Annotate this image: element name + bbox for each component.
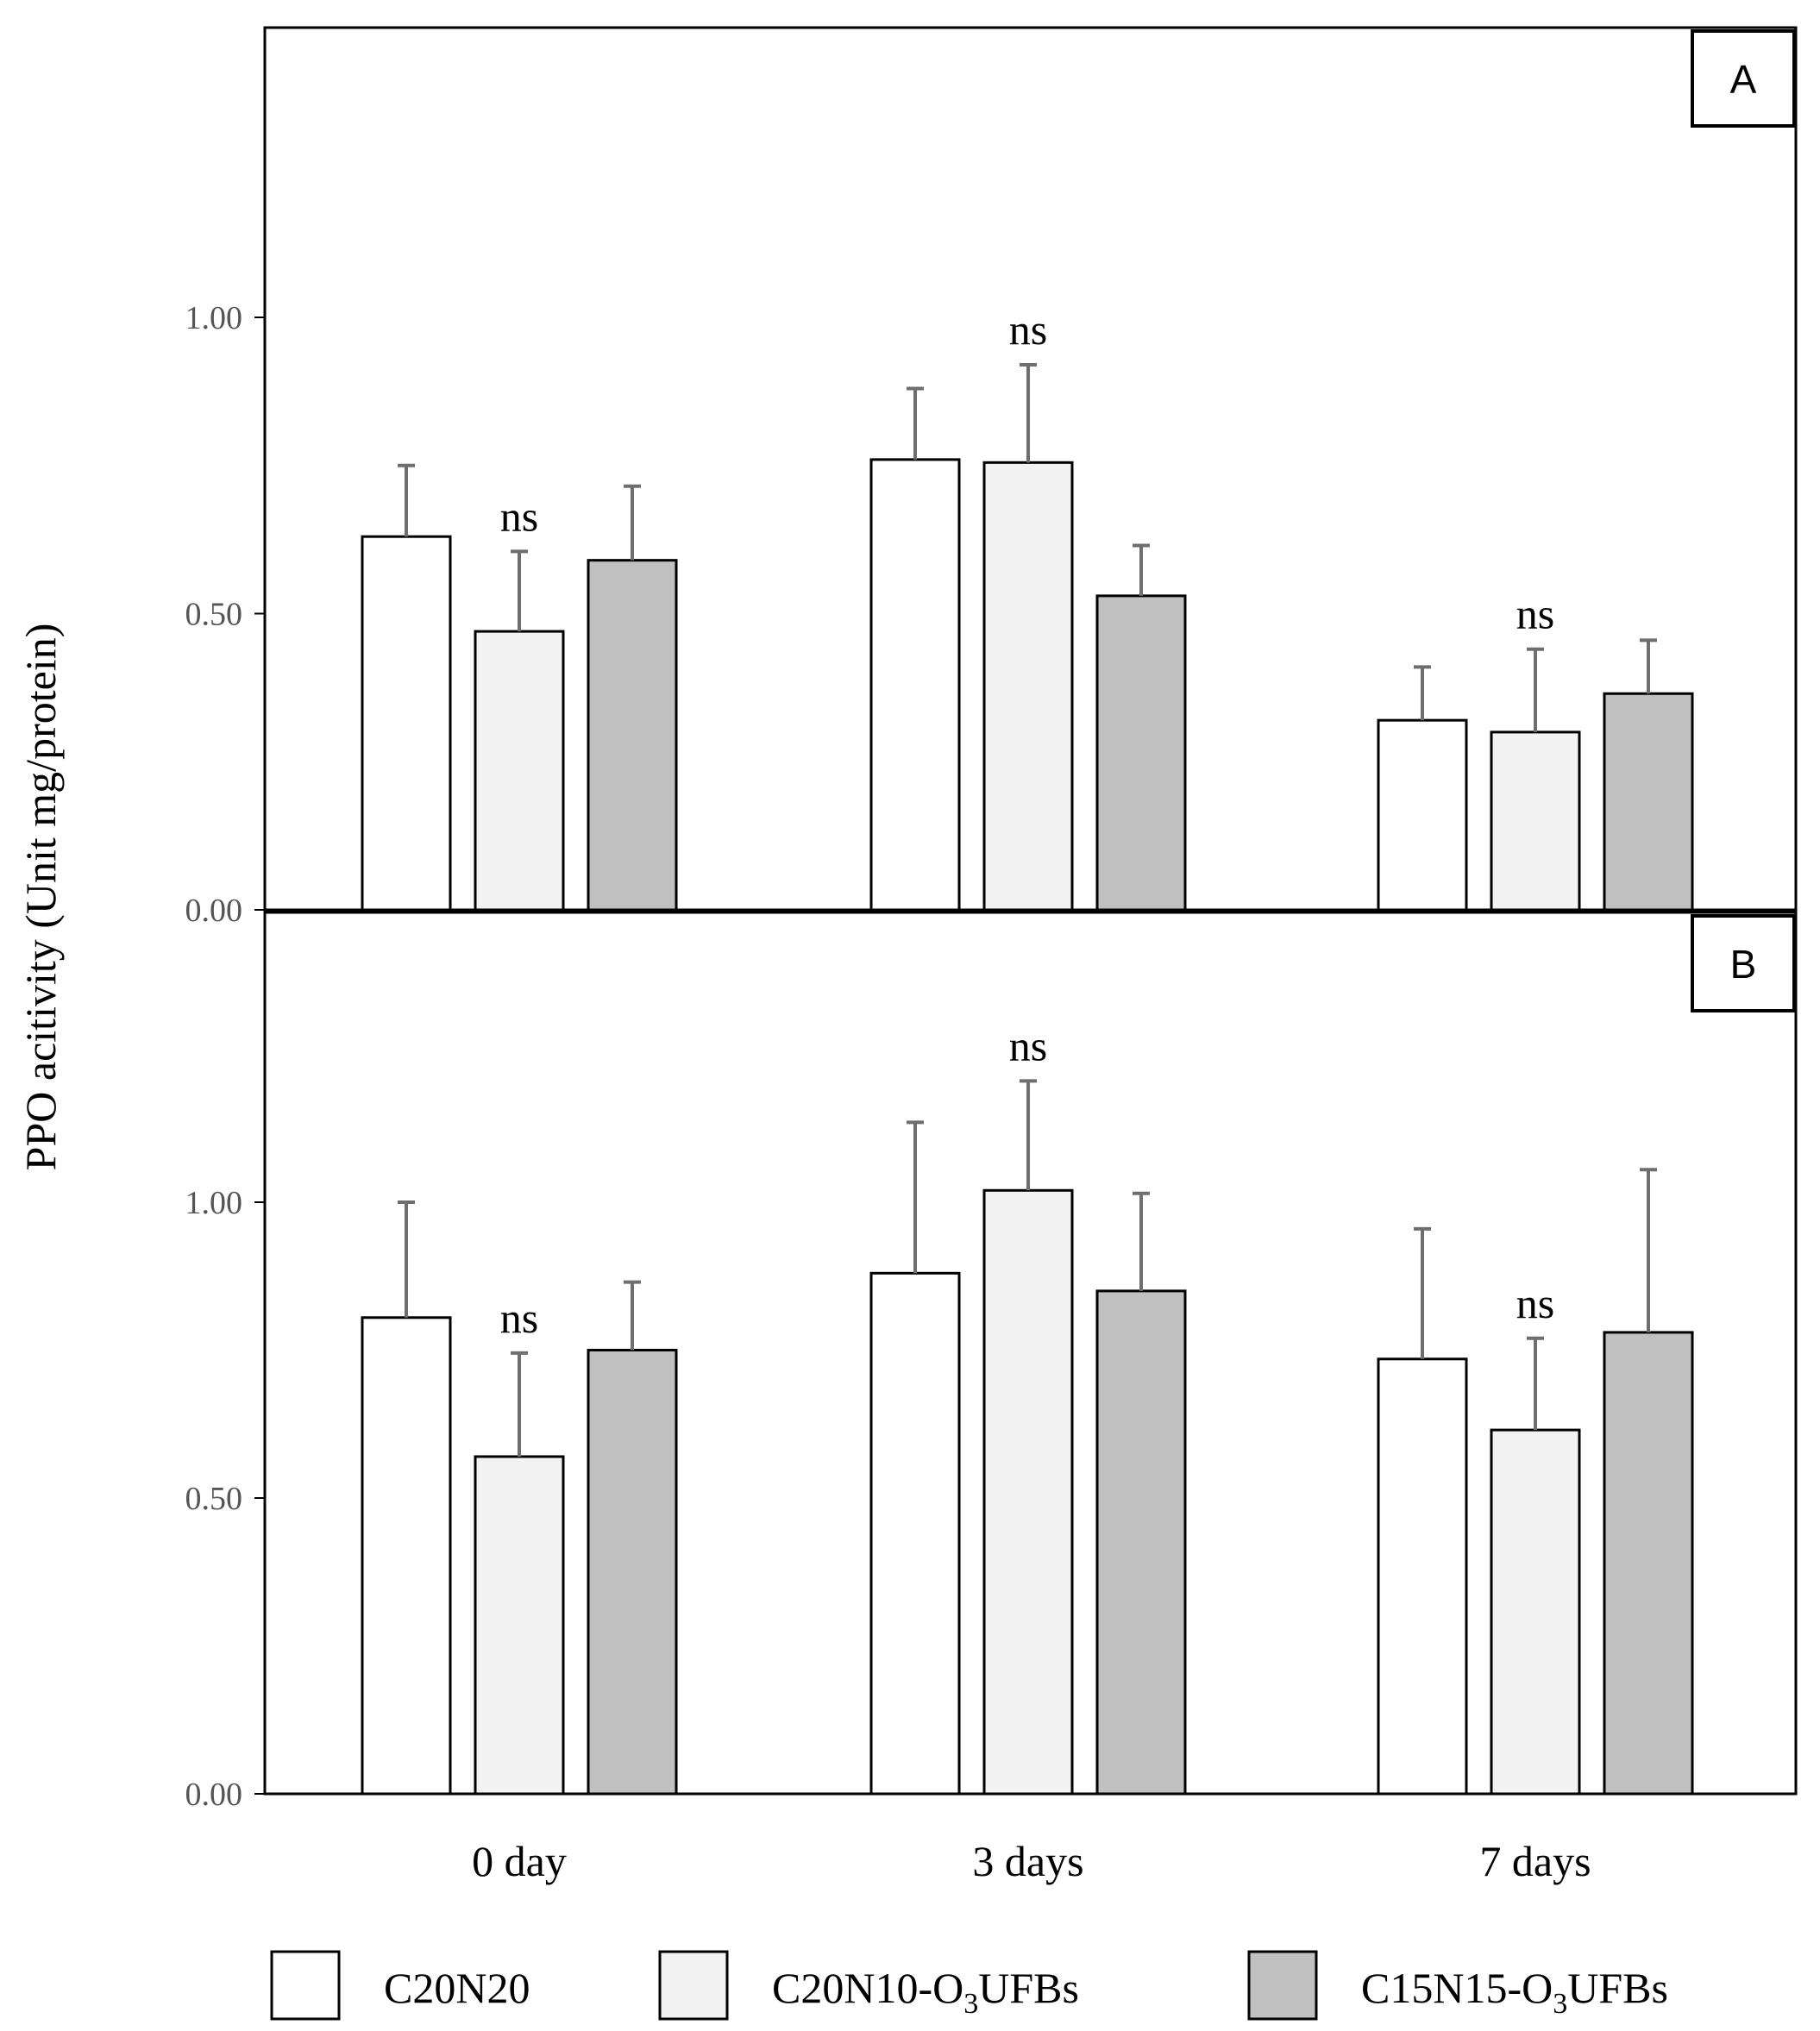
y-tick-label: 0.50 <box>185 1481 243 1517</box>
significance-label: ns <box>500 1294 538 1342</box>
x-tick-label: 0 day <box>472 1837 567 1885</box>
y-axis-label: PPO acitivity (Unit mg/protein) <box>16 624 65 1171</box>
significance-label: ns <box>1009 1021 1047 1069</box>
bar <box>474 630 565 912</box>
significance-label: ns <box>500 492 538 540</box>
significance-label: ns <box>1009 305 1047 354</box>
bar <box>1377 718 1468 912</box>
y-tick-label: 0.00 <box>185 1777 243 1813</box>
x-tick-label: 7 days <box>1479 1837 1591 1885</box>
x-axis-category-labels: 0 day 3 days 7 days <box>472 1837 1591 1885</box>
panel-b: 0.00 0.50 1.00 ns ns ns B <box>185 911 1798 1813</box>
legend-label: C20N10-O3UFBs <box>772 1964 1079 2020</box>
bar <box>474 1455 565 1796</box>
y-tick-label: 0.00 <box>185 893 243 929</box>
y-tick-label: 1.00 <box>185 300 243 336</box>
legend: C20N20 C20N10-O3UFBs C15N15-O3UFBs <box>270 1950 1668 2021</box>
y-tick-label: 0.50 <box>185 597 243 633</box>
bar <box>869 458 961 912</box>
bar <box>1490 730 1581 912</box>
legend-label: C20N20 <box>384 1964 530 2012</box>
legend-entry: C20N10-O3UFBs <box>658 1950 1079 2021</box>
bar <box>361 535 452 912</box>
panel-letter: B <box>1730 942 1757 987</box>
bar <box>982 461 1074 912</box>
bar <box>1490 1428 1581 1796</box>
bar <box>869 1271 961 1796</box>
bar <box>587 559 678 912</box>
panel-a: 0.00 0.50 1.00 ns ns ns A <box>185 26 1798 929</box>
legend-swatch <box>658 1950 729 2021</box>
bar <box>361 1316 452 1796</box>
bar <box>587 1349 678 1796</box>
significance-label: ns <box>1516 590 1554 638</box>
legend-swatch <box>1247 1950 1318 2021</box>
legend-entry: C20N20 <box>270 1950 530 2021</box>
panel-letter-box <box>1691 914 1796 1012</box>
bar <box>1603 692 1694 912</box>
legend-label: C15N15-O3UFBs <box>1361 1964 1668 2020</box>
bar <box>1095 594 1187 912</box>
y-tick-label: 1.00 <box>185 1185 243 1221</box>
bar <box>1095 1289 1187 1796</box>
x-tick-label: 3 days <box>972 1837 1083 1885</box>
bar <box>1377 1357 1468 1796</box>
panel-letter-box <box>1691 29 1796 128</box>
panel-letter: A <box>1730 57 1757 102</box>
chart-panels: 0.00 0.50 1.00 ns ns ns A 0.00 0.50 1.00 ns ns ns B <box>185 26 1798 1813</box>
significance-label: ns <box>1516 1279 1554 1327</box>
legend-swatch <box>270 1950 341 2021</box>
bar <box>982 1188 1074 1796</box>
legend-entry: C15N15-O3UFBs <box>1247 1950 1668 2021</box>
bar <box>1603 1331 1694 1796</box>
